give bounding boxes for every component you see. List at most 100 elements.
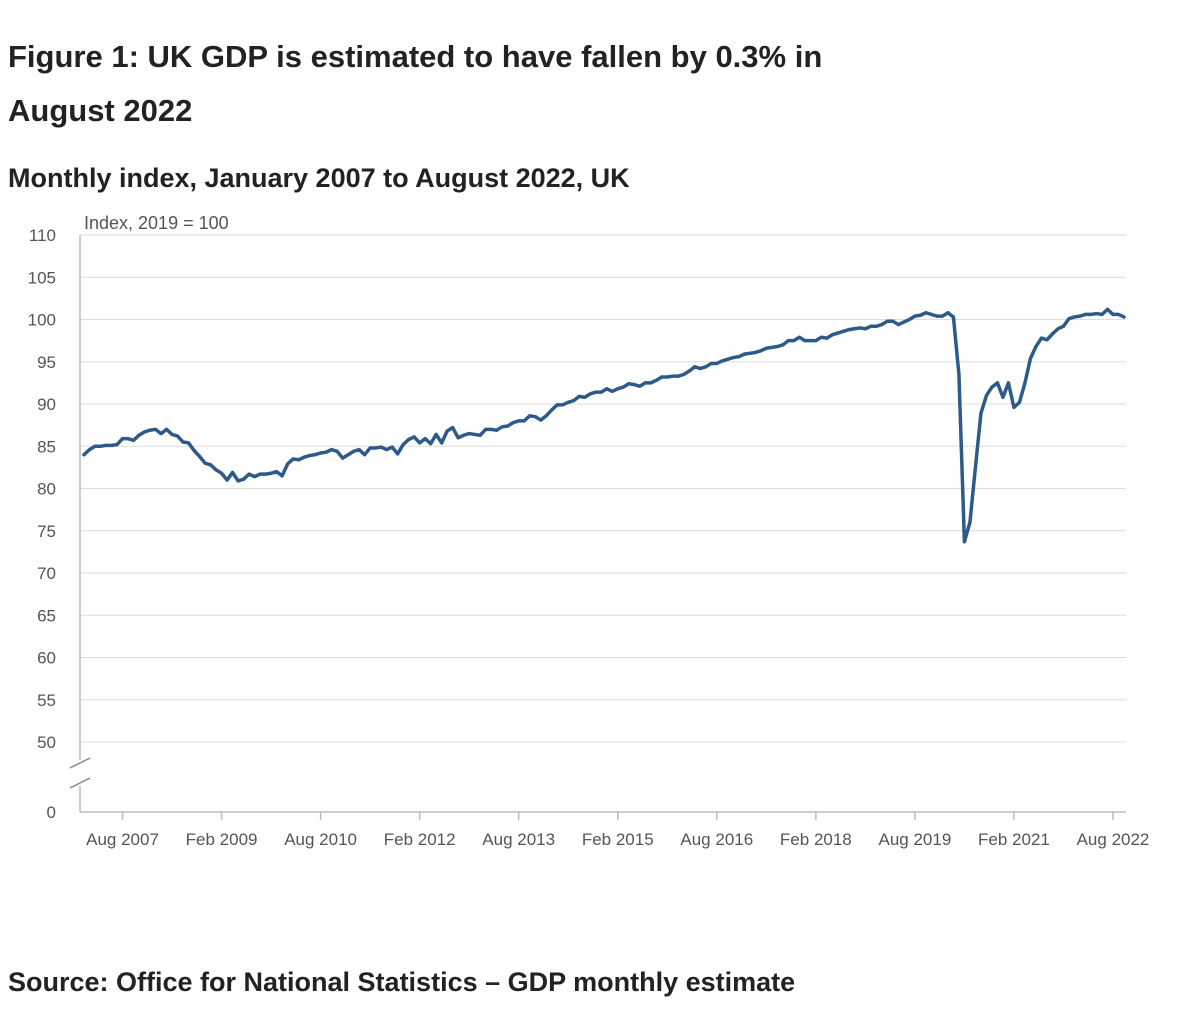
data-point bbox=[137, 433, 141, 437]
data-point bbox=[555, 403, 559, 407]
x-tick-label: Feb 2015 bbox=[582, 830, 654, 849]
data-point bbox=[665, 375, 669, 379]
data-point bbox=[753, 350, 757, 355]
data-point bbox=[566, 400, 570, 404]
data-point bbox=[880, 322, 884, 327]
data-point bbox=[687, 369, 691, 373]
data-point bbox=[208, 463, 213, 467]
data-point bbox=[627, 382, 631, 386]
data-point bbox=[197, 454, 202, 458]
data-point bbox=[1105, 307, 1110, 311]
data-point bbox=[533, 415, 537, 419]
data-point bbox=[511, 420, 515, 425]
data-point bbox=[544, 414, 548, 418]
series-layer bbox=[82, 307, 1126, 544]
data-point bbox=[429, 442, 433, 446]
data-point bbox=[153, 427, 158, 431]
chart-title: Figure 1: UK GDP is estimated to have fa… bbox=[8, 39, 823, 128]
x-tick-label: Aug 2016 bbox=[680, 830, 753, 849]
data-point bbox=[186, 441, 191, 445]
data-point bbox=[462, 433, 466, 437]
data-point bbox=[539, 418, 543, 422]
data-point bbox=[104, 443, 108, 448]
y-tick-label: 75 bbox=[37, 522, 56, 541]
chart-subtitle: Monthly index, January 2007 to August 20… bbox=[8, 163, 630, 193]
data-point bbox=[324, 450, 328, 454]
data-point bbox=[495, 428, 499, 432]
data-point bbox=[605, 387, 609, 391]
y-tick-label: 60 bbox=[37, 649, 56, 668]
data-point bbox=[379, 445, 383, 449]
data-point bbox=[874, 324, 878, 328]
data-point bbox=[396, 452, 400, 456]
data-point bbox=[445, 429, 449, 433]
data-point bbox=[649, 381, 653, 385]
x-tick-label: Feb 2021 bbox=[978, 830, 1050, 849]
data-point bbox=[506, 424, 510, 428]
data-point bbox=[1078, 314, 1082, 318]
data-point bbox=[473, 432, 477, 437]
data-point bbox=[962, 540, 967, 544]
data-point bbox=[979, 411, 983, 415]
data-point bbox=[759, 349, 763, 353]
data-point bbox=[385, 448, 389, 452]
data-point bbox=[748, 351, 752, 355]
data-point bbox=[764, 346, 768, 350]
data-point bbox=[82, 453, 86, 457]
data-point bbox=[87, 448, 92, 452]
data-point bbox=[698, 366, 702, 371]
data-point bbox=[148, 428, 152, 432]
data-point bbox=[924, 311, 928, 315]
axis-break-mark-2 bbox=[69, 777, 91, 789]
data-point bbox=[346, 453, 350, 457]
data-point bbox=[594, 390, 598, 394]
data-point bbox=[913, 314, 917, 318]
data-point bbox=[308, 453, 312, 458]
data-point bbox=[192, 448, 196, 453]
y-tick-label: 70 bbox=[37, 564, 56, 583]
data-point bbox=[709, 361, 713, 366]
x-tick-label: Aug 2019 bbox=[879, 830, 952, 849]
data-point bbox=[841, 329, 845, 333]
data-point bbox=[852, 327, 856, 331]
data-point bbox=[682, 372, 686, 377]
data-point bbox=[319, 451, 323, 455]
data-point bbox=[621, 385, 625, 389]
data-point bbox=[737, 355, 741, 359]
data-point bbox=[363, 453, 367, 457]
data-point bbox=[1116, 312, 1121, 317]
data-point bbox=[847, 328, 851, 332]
y-tick-label: 110 bbox=[29, 226, 56, 245]
x-tick-label: Feb 2018 bbox=[780, 830, 852, 849]
data-point bbox=[368, 446, 372, 450]
data-point bbox=[891, 319, 895, 323]
data-point bbox=[693, 365, 697, 369]
data-point bbox=[660, 375, 664, 379]
data-point bbox=[792, 339, 796, 343]
y-tick-label: 55 bbox=[37, 691, 56, 710]
data-point bbox=[517, 419, 521, 423]
x-axis-ticks: Aug 2007 Feb 2009 Aug 2010 Feb 2012 Aug 2013… bbox=[86, 812, 1149, 849]
data-point bbox=[1100, 312, 1104, 317]
data-point bbox=[357, 448, 361, 452]
data-point bbox=[120, 437, 125, 441]
data-point bbox=[797, 335, 801, 339]
data-point bbox=[643, 381, 647, 385]
data-point bbox=[720, 359, 724, 363]
data-point bbox=[1122, 315, 1126, 319]
data-point bbox=[775, 344, 779, 349]
data-point bbox=[638, 384, 642, 388]
y-tick-label: 95 bbox=[37, 353, 56, 372]
data-point bbox=[412, 435, 416, 439]
data-point bbox=[973, 465, 978, 469]
data-point bbox=[902, 320, 906, 324]
y-tick-label: 85 bbox=[37, 437, 56, 456]
data-point bbox=[951, 315, 956, 319]
data-point bbox=[126, 437, 130, 441]
data-point bbox=[1067, 317, 1071, 321]
data-point bbox=[269, 471, 273, 475]
data-point bbox=[786, 339, 790, 343]
data-point bbox=[1034, 344, 1038, 349]
data-point bbox=[676, 374, 680, 378]
data-point bbox=[291, 457, 295, 461]
